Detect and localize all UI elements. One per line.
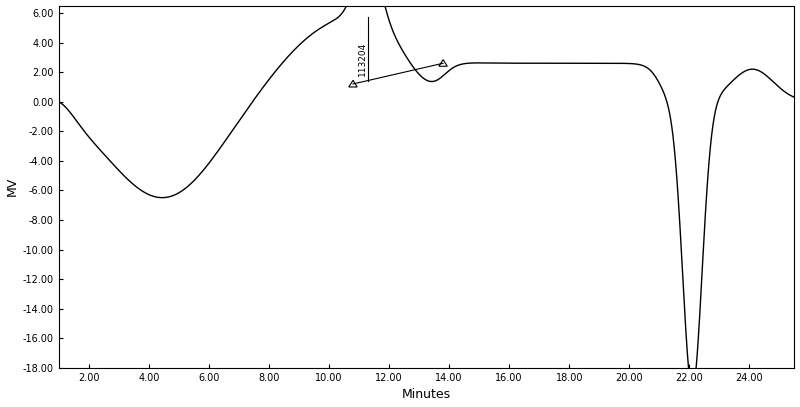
X-axis label: Minutes: Minutes: [402, 388, 451, 401]
Y-axis label: MV: MV: [6, 177, 18, 197]
Text: 113204: 113204: [358, 42, 367, 76]
